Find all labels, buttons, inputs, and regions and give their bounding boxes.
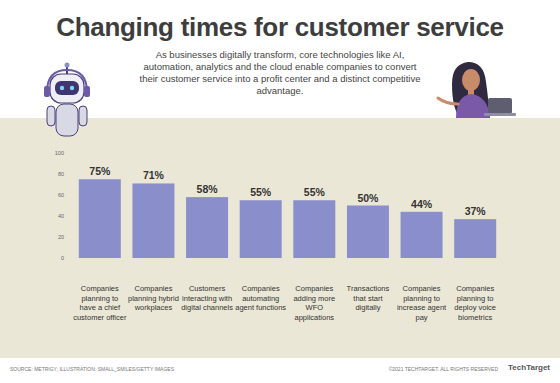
robot-eye	[60, 86, 64, 90]
woman-face	[462, 69, 480, 91]
bar	[132, 183, 174, 258]
robot-eye	[70, 86, 74, 90]
robot-arm	[79, 106, 87, 126]
chart-root: 0 20 40 60 80 100 75% 71% 58% 55% 55% 50% 44% 37% Chan…	[0, 0, 560, 383]
x-tick-label: Companies planning hybrid workplaces	[126, 284, 180, 313]
woman-illustration	[438, 62, 516, 118]
robot-head	[50, 74, 84, 103]
source-note: SOURCE: METRIGY; ILLUSTRATION: SMALL_SMI…	[10, 366, 174, 372]
robot-visor	[55, 81, 79, 95]
bar	[293, 200, 335, 258]
x-tick-label: Companies planning to have a chief custo…	[73, 284, 127, 322]
bars	[79, 179, 496, 258]
y-tick-label: 60	[58, 192, 64, 198]
robot-illustration	[44, 63, 90, 137]
robot-earpiece	[84, 86, 90, 97]
x-tick-label: Companies adding more WFO applications	[287, 284, 341, 322]
x-tick-label: Companies automating agent functions	[234, 284, 288, 313]
data-label: 55%	[250, 186, 272, 198]
y-tick-label: 40	[58, 213, 64, 219]
y-tick-label: 0	[61, 255, 64, 261]
data-label: 37%	[465, 205, 487, 217]
subtitle: As businesses digitally transform, core …	[135, 49, 425, 97]
y-tick-label: 100	[55, 150, 64, 156]
bar	[186, 197, 228, 258]
bar	[240, 200, 282, 258]
woman-arm	[438, 98, 458, 104]
panel	[0, 118, 560, 358]
robot-antenna-tip	[65, 63, 70, 68]
laptop-base	[484, 113, 516, 116]
data-label: 44%	[411, 198, 433, 210]
x-tick-label: Transactions that start digitally	[341, 284, 395, 313]
data-label: 75%	[89, 165, 111, 177]
robot-arm	[47, 106, 55, 126]
x-tick-label: Companies planning to increase agent pay	[395, 284, 449, 322]
logo: TechTarget	[508, 363, 550, 372]
y-tick-label: 20	[58, 234, 64, 240]
woman-hair	[452, 62, 490, 118]
robot-headset	[47, 70, 87, 92]
data-label: 71%	[143, 169, 165, 181]
data-label: 50%	[357, 192, 379, 204]
data-label: 58%	[197, 183, 219, 195]
laptop	[488, 98, 512, 114]
title: Changing times for customer service	[0, 12, 560, 43]
bar	[79, 179, 121, 258]
x-tick-label: Customers interacting with digital chann…	[180, 284, 234, 313]
y-tick-label: 80	[58, 171, 64, 177]
bar	[454, 219, 496, 258]
robot-body	[56, 104, 78, 136]
data-label: 55%	[304, 186, 326, 198]
robot-earpiece	[44, 86, 50, 97]
copyright: ©2021 TECHTARGET. ALL RIGHTS RESERVED	[389, 366, 498, 372]
x-tick-label: Companies planning to deploy voice biome…	[448, 284, 502, 322]
bar	[347, 206, 389, 259]
bar	[401, 212, 443, 258]
